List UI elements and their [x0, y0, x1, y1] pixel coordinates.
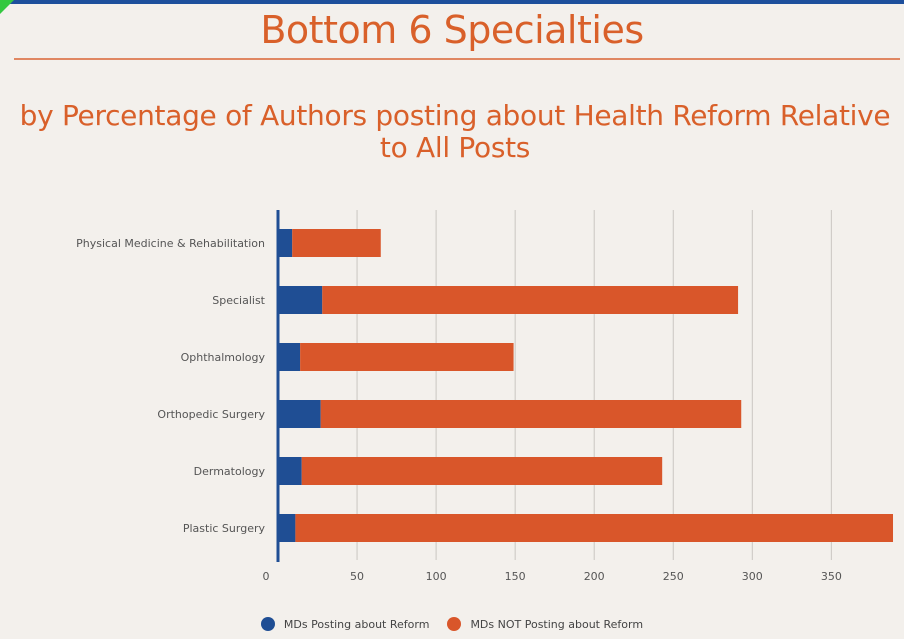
bar-segment-posting — [278, 457, 302, 485]
x-tick-label: 200 — [584, 570, 605, 583]
category-label: Physical Medicine & Rehabilitation — [76, 237, 265, 250]
bar-segment-posting — [278, 343, 301, 371]
category-label: Dermatology — [194, 465, 266, 478]
x-tick-label: 0 — [263, 570, 270, 583]
corner-marker — [0, 0, 14, 14]
x-tick-label: 150 — [505, 570, 526, 583]
legend-label-not-posting: MDs NOT Posting about Reform — [470, 617, 644, 631]
legend-swatch-not-posting — [447, 617, 462, 631]
category-label: Ophthalmology — [181, 351, 266, 364]
bar-segment-not-posting — [295, 514, 894, 542]
chart-title: Bottom 6 Specialties — [260, 8, 644, 52]
category-label: Orthopedic Surgery — [157, 408, 265, 421]
bar-segment-posting — [278, 229, 293, 257]
x-tick-label: 350 — [821, 570, 842, 583]
bar-segment-not-posting — [300, 343, 514, 371]
legend-swatch-posting — [260, 617, 275, 631]
top-border — [0, 0, 904, 4]
bar-chart: 0 50 100 150 200 250 300 350 Physical Medicine &… — [76, 210, 894, 583]
category-label: Plastic Surgery — [183, 522, 266, 535]
bar-segment-posting — [278, 286, 323, 314]
x-tick-label: 300 — [742, 570, 763, 583]
bar-segment-not-posting — [301, 457, 663, 485]
bar-segment-not-posting — [292, 229, 381, 257]
bar-segment-not-posting — [320, 400, 742, 428]
bar-segment-posting — [278, 400, 321, 428]
bar-segment-posting — [278, 514, 296, 542]
category-label: Specialist — [212, 294, 265, 307]
x-tick-label: 250 — [663, 570, 684, 583]
title-divider — [14, 58, 900, 60]
x-tick-label: 50 — [350, 570, 364, 583]
chart-subtitle: by Percentage of Authors posting about H… — [19, 99, 891, 164]
legend-item-not-posting: MDs NOT Posting about Reform — [447, 617, 643, 631]
bar-segment-not-posting — [322, 286, 739, 314]
chart-legend: MDs Posting about Reform MDs NOT Posting… — [0, 614, 904, 634]
x-tick-label: 100 — [426, 570, 447, 583]
legend-item-posting: MDs Posting about Reform — [260, 617, 430, 631]
legend-label-posting: MDs Posting about Reform — [283, 617, 430, 631]
